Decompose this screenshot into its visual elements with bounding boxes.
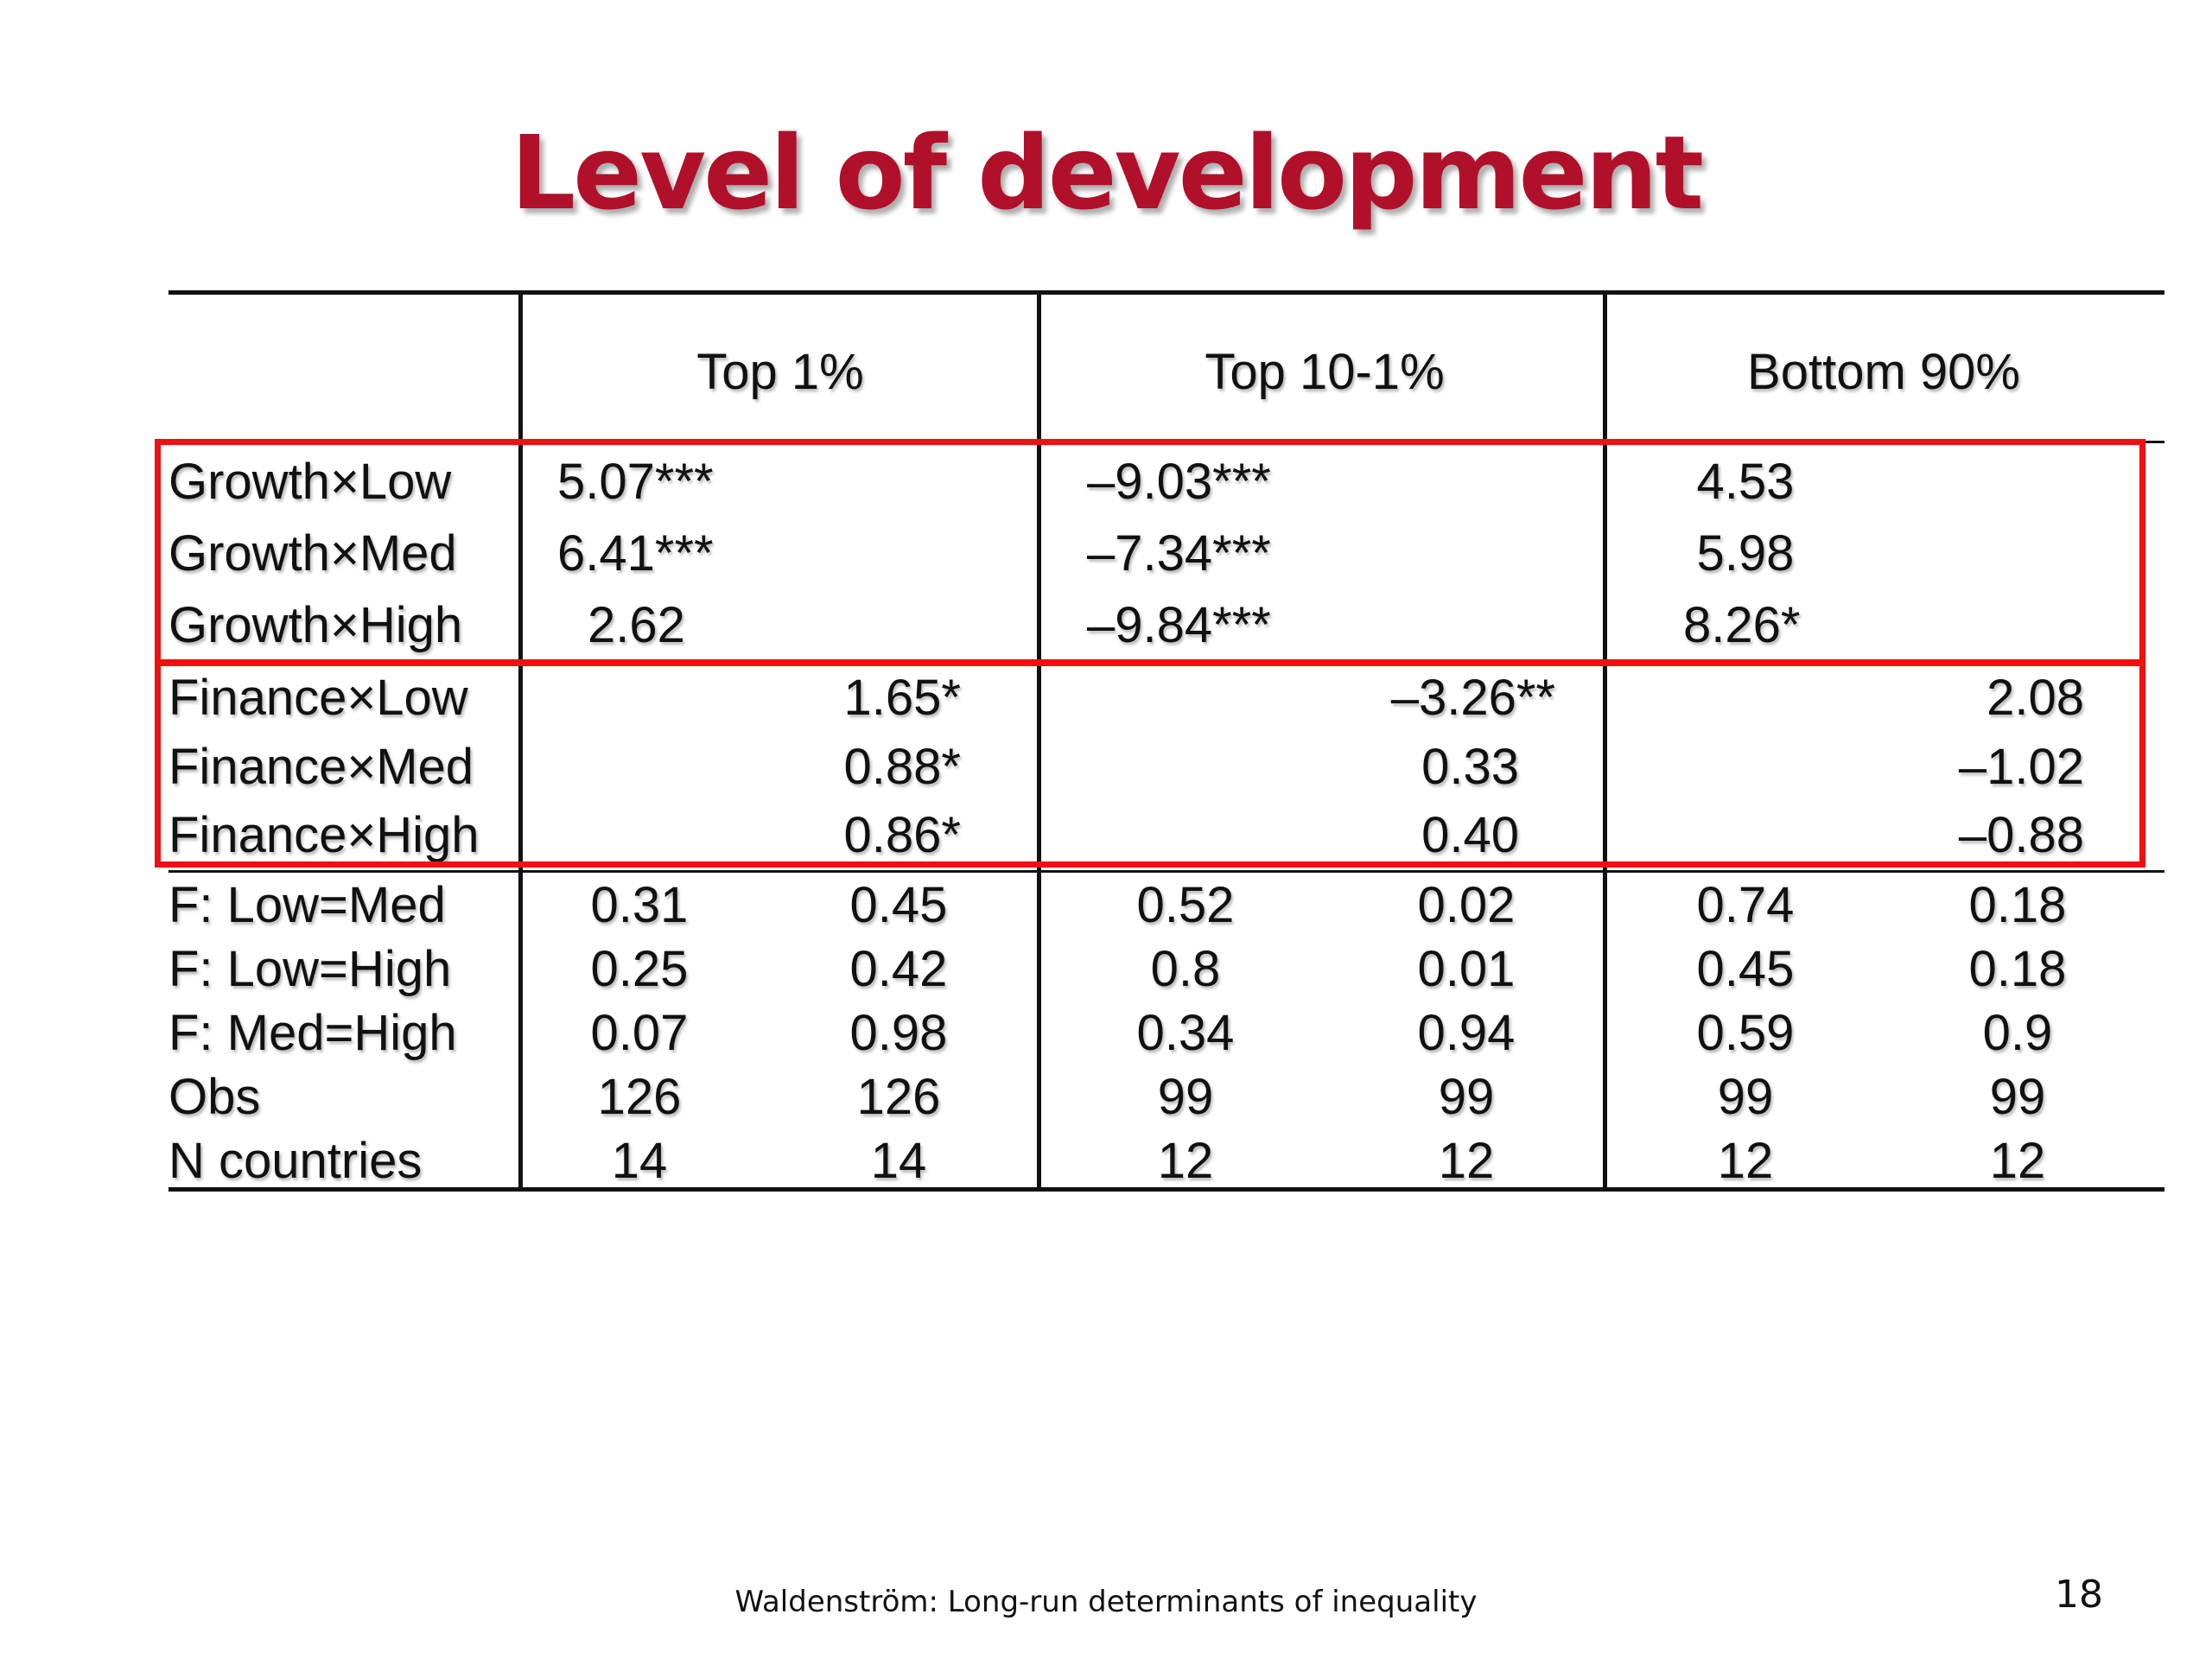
stat-cell: 0.94 <box>1417 1005 1516 1061</box>
stat-cell: 0.02 <box>1417 877 1516 933</box>
stat-cell: 0.34 <box>1136 1005 1235 1061</box>
table-bottom-rule <box>168 1187 2164 1192</box>
row-label: Finance×Med <box>168 739 474 795</box>
row-label: F: Med=High <box>168 1005 457 1061</box>
finance-low-top10-1: –3.26** <box>1390 670 1555 726</box>
growth-rows-highlight-box <box>155 439 2145 665</box>
row-label: Growth×High <box>168 597 463 653</box>
stat-cell: 12 <box>1717 1133 1774 1189</box>
stat-cell: 0.52 <box>1136 877 1235 933</box>
slide-number: 18 <box>2055 1573 2103 1617</box>
stat-cell: 0.42 <box>849 941 948 997</box>
stat-cell: 0.74 <box>1696 877 1795 933</box>
stat-cell: 0.45 <box>1696 941 1795 997</box>
stat-cell: 99 <box>1717 1069 1774 1125</box>
stat-cell: 14 <box>611 1133 668 1189</box>
stat-cell: 0.45 <box>849 877 948 933</box>
stat-cell: 0.8 <box>1150 941 1221 997</box>
stat-cell: 12 <box>1989 1133 2046 1189</box>
finance-high-top1: 0.86* <box>843 807 961 863</box>
growth-high-top1: 2.62 <box>588 597 685 653</box>
stat-cell: 12 <box>1438 1133 1495 1189</box>
growth-high-top10-1: –9.84*** <box>1087 597 1271 653</box>
stat-cell: 99 <box>1989 1069 2046 1125</box>
finance-rows-highlight-box <box>155 660 2145 868</box>
stat-cell: 0.98 <box>849 1005 948 1061</box>
finance-low-bottom90: 2.08 <box>1986 670 2084 726</box>
column-divider-1 <box>518 290 523 1192</box>
row-label: F: Low=Med <box>168 877 446 933</box>
column-header-bottom90: Bottom 90% <box>1747 344 2020 400</box>
growth-med-top1: 6.41*** <box>557 525 714 582</box>
row-label: Finance×Low <box>168 670 468 726</box>
growth-low-bottom90: 4.53 <box>1696 454 1795 510</box>
stat-cell: 99 <box>1157 1069 1214 1125</box>
stat-cell: 0.01 <box>1417 941 1516 997</box>
row-label: Growth×Low <box>168 454 452 510</box>
row-label: Finance×High <box>168 807 480 863</box>
table-top-rule <box>168 290 2164 295</box>
column-header-top1: Top 1% <box>696 344 864 400</box>
finance-high-bottom90: –0.88 <box>1958 807 2084 863</box>
finance-bottom-rule <box>168 870 2164 873</box>
row-label: Obs <box>168 1069 261 1125</box>
row-label: Growth×Med <box>168 525 457 582</box>
stat-cell: 12 <box>1157 1133 1214 1189</box>
column-header-top10-1: Top 10-1% <box>1205 344 1445 400</box>
row-label: F: Low=High <box>168 941 452 997</box>
stat-cell: 0.59 <box>1696 1005 1795 1061</box>
growth-med-top10-1: –7.34*** <box>1087 525 1271 582</box>
stat-cell: 0.25 <box>590 941 689 997</box>
finance-med-top10-1: 0.33 <box>1421 739 1519 795</box>
finance-low-top1: 1.65* <box>843 670 961 726</box>
row-label: N countries <box>168 1133 423 1189</box>
growth-high-bottom90: 8.26* <box>1683 597 1801 653</box>
stat-cell: 126 <box>856 1069 941 1125</box>
stat-cell: 0.9 <box>1982 1005 2053 1061</box>
slide-title: Level of development <box>510 113 1704 232</box>
stat-cell: 0.18 <box>1968 877 2067 933</box>
growth-low-top1: 5.07*** <box>557 454 714 510</box>
finance-med-top1: 0.88* <box>843 739 961 795</box>
growth-low-top10-1: –9.03*** <box>1087 454 1271 510</box>
stat-cell: 0.07 <box>590 1005 689 1061</box>
growth-med-bottom90: 5.98 <box>1696 525 1795 582</box>
stat-cell: 0.31 <box>590 877 689 933</box>
stat-cell: 0.18 <box>1968 941 2067 997</box>
stat-cell: 99 <box>1438 1069 1495 1125</box>
stat-cell: 14 <box>870 1133 927 1189</box>
stat-cell: 126 <box>597 1069 682 1125</box>
slide-footer: Waldenström: Long-run determinants of in… <box>734 1585 1478 1619</box>
column-divider-3 <box>1603 290 1607 1192</box>
finance-high-top10-1: 0.40 <box>1421 807 1519 863</box>
finance-med-bottom90: –1.02 <box>1958 739 2084 795</box>
column-divider-2 <box>1037 290 1041 1192</box>
